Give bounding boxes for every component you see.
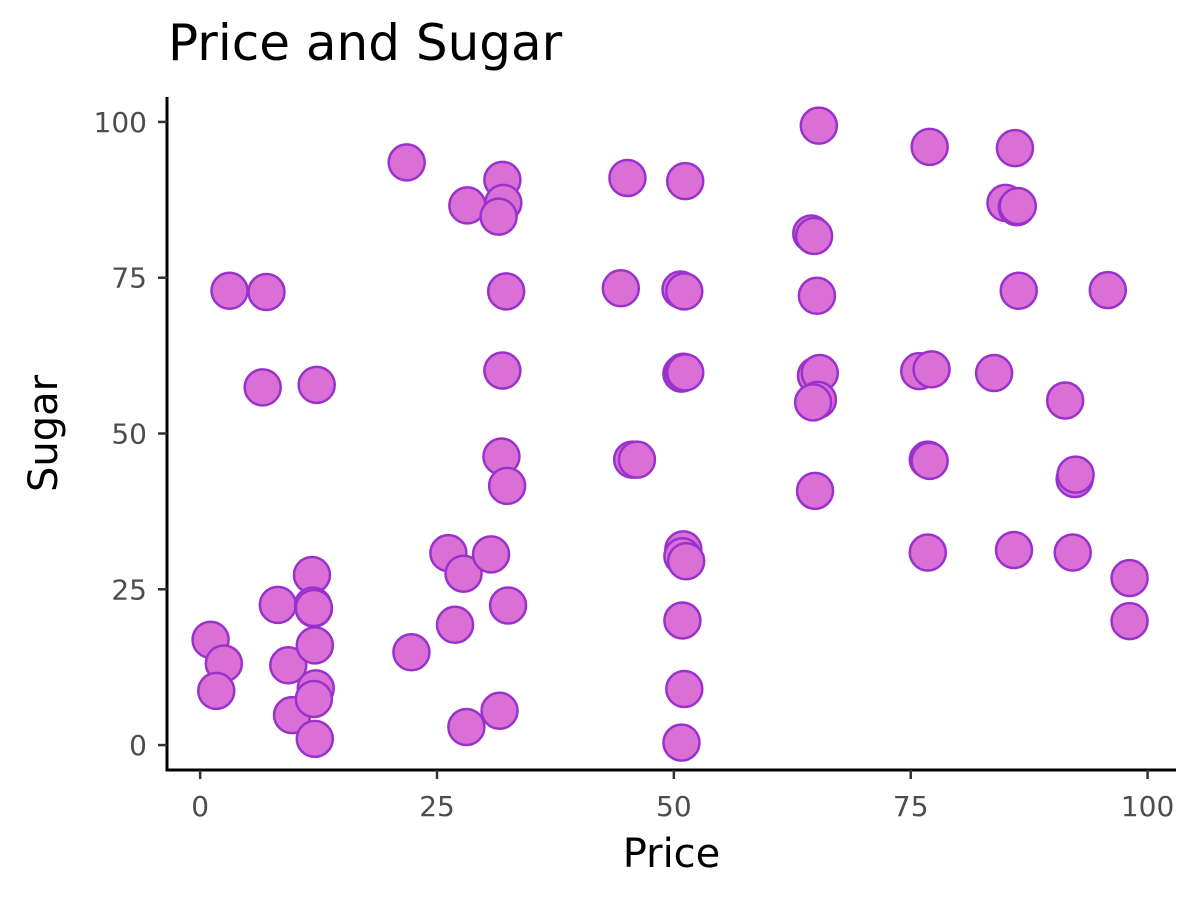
data-point xyxy=(794,216,834,256)
data-point xyxy=(995,128,1035,168)
x-tick-label: 50 xyxy=(656,790,692,823)
data-point xyxy=(295,719,335,759)
data-point xyxy=(294,679,334,719)
data-point xyxy=(447,707,486,747)
data-point xyxy=(247,272,286,312)
data-point xyxy=(994,530,1034,570)
data-point xyxy=(998,186,1038,226)
data-point xyxy=(1053,533,1092,572)
data-point xyxy=(663,601,702,640)
data-point xyxy=(269,646,308,685)
data-point xyxy=(910,127,949,167)
chart-title: Price and Sugar xyxy=(168,14,563,72)
data-point xyxy=(665,353,705,392)
y-axis-ticks: 0 25 50 75 100 xyxy=(94,106,167,762)
y-tick-label: 25 xyxy=(111,573,147,606)
data-point xyxy=(1110,601,1149,641)
data-point xyxy=(471,535,511,574)
x-axis-ticks: 0 25 50 75 100 xyxy=(191,770,1174,823)
data-point xyxy=(258,585,298,625)
data-point xyxy=(479,197,518,236)
x-tick-label: 75 xyxy=(893,790,929,823)
data-point xyxy=(197,671,236,711)
data-point xyxy=(908,533,948,572)
y-tick-label: 50 xyxy=(111,418,147,451)
data-point xyxy=(392,632,431,672)
y-axis-title: Sugar xyxy=(21,374,67,492)
data-point xyxy=(435,605,475,645)
y-tick-label: 100 xyxy=(94,106,147,139)
data-point xyxy=(665,272,704,311)
data-point xyxy=(797,276,837,316)
data-point xyxy=(795,471,835,511)
data-point xyxy=(1045,381,1085,420)
data-points-layer xyxy=(191,106,1149,762)
data-point xyxy=(665,669,704,709)
data-point xyxy=(617,440,657,479)
data-point xyxy=(444,554,483,593)
data-point xyxy=(483,351,522,390)
data-point xyxy=(601,269,641,308)
data-point xyxy=(297,365,336,405)
data-point xyxy=(1088,270,1128,310)
data-point xyxy=(974,353,1014,393)
x-tick-label: 100 xyxy=(1121,790,1174,823)
x-axis-title: Price xyxy=(623,831,721,877)
data-point xyxy=(912,350,951,389)
y-tick-label: 0 xyxy=(129,729,147,762)
x-tick-label: 0 xyxy=(191,790,209,823)
data-point xyxy=(210,271,249,311)
data-point xyxy=(910,441,949,481)
data-point xyxy=(662,723,701,762)
y-tick-label: 75 xyxy=(111,262,147,295)
x-tick-label: 25 xyxy=(419,790,455,823)
data-point xyxy=(294,588,334,628)
data-point xyxy=(1056,455,1095,494)
data-point xyxy=(799,106,839,145)
data-point xyxy=(999,271,1038,311)
data-point xyxy=(666,541,706,581)
data-point xyxy=(295,626,335,665)
data-point xyxy=(480,691,519,731)
data-point xyxy=(608,158,647,198)
data-point xyxy=(387,143,426,182)
data-point xyxy=(665,161,705,201)
data-point xyxy=(1110,558,1149,598)
data-point xyxy=(793,383,833,422)
data-point xyxy=(487,466,527,506)
data-point xyxy=(486,272,526,311)
data-point xyxy=(488,586,528,625)
data-point xyxy=(243,368,282,407)
